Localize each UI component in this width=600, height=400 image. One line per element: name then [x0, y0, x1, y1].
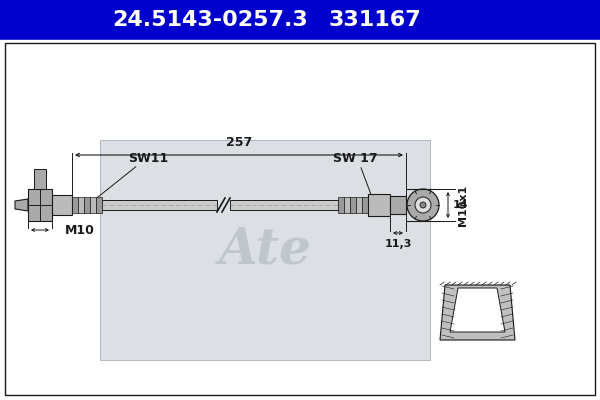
- Bar: [34, 169, 46, 189]
- Bar: [368, 194, 390, 216]
- Text: 331167: 331167: [329, 10, 421, 30]
- Bar: [344, 197, 350, 213]
- Polygon shape: [440, 285, 515, 340]
- Text: 24.5143-0257.3: 24.5143-0257.3: [112, 10, 308, 30]
- Text: SW11: SW11: [128, 152, 168, 164]
- Bar: [102, 200, 217, 210]
- Bar: [230, 200, 338, 210]
- Text: 257: 257: [226, 136, 252, 149]
- Bar: [338, 197, 344, 213]
- Text: M10x1: M10x1: [458, 184, 468, 226]
- Bar: [100, 140, 430, 360]
- Bar: [72, 197, 78, 213]
- Circle shape: [407, 189, 439, 221]
- Bar: [28, 189, 52, 221]
- Bar: [78, 197, 84, 213]
- Circle shape: [415, 197, 431, 213]
- Text: SW 17: SW 17: [332, 152, 377, 164]
- Bar: [96, 197, 102, 213]
- Bar: [84, 197, 90, 213]
- Bar: [5, 43, 595, 395]
- Text: Ate: Ate: [218, 226, 311, 274]
- Text: M10: M10: [65, 224, 95, 236]
- Bar: [362, 197, 368, 213]
- Bar: [0, 0, 600, 40]
- Bar: [390, 196, 406, 214]
- Text: 14: 14: [453, 200, 469, 210]
- Text: 11,3: 11,3: [385, 239, 412, 249]
- Bar: [350, 197, 356, 213]
- Polygon shape: [15, 199, 28, 211]
- Bar: [356, 197, 362, 213]
- Bar: [52, 195, 72, 215]
- Bar: [90, 197, 96, 213]
- Circle shape: [420, 202, 426, 208]
- Polygon shape: [450, 288, 505, 332]
